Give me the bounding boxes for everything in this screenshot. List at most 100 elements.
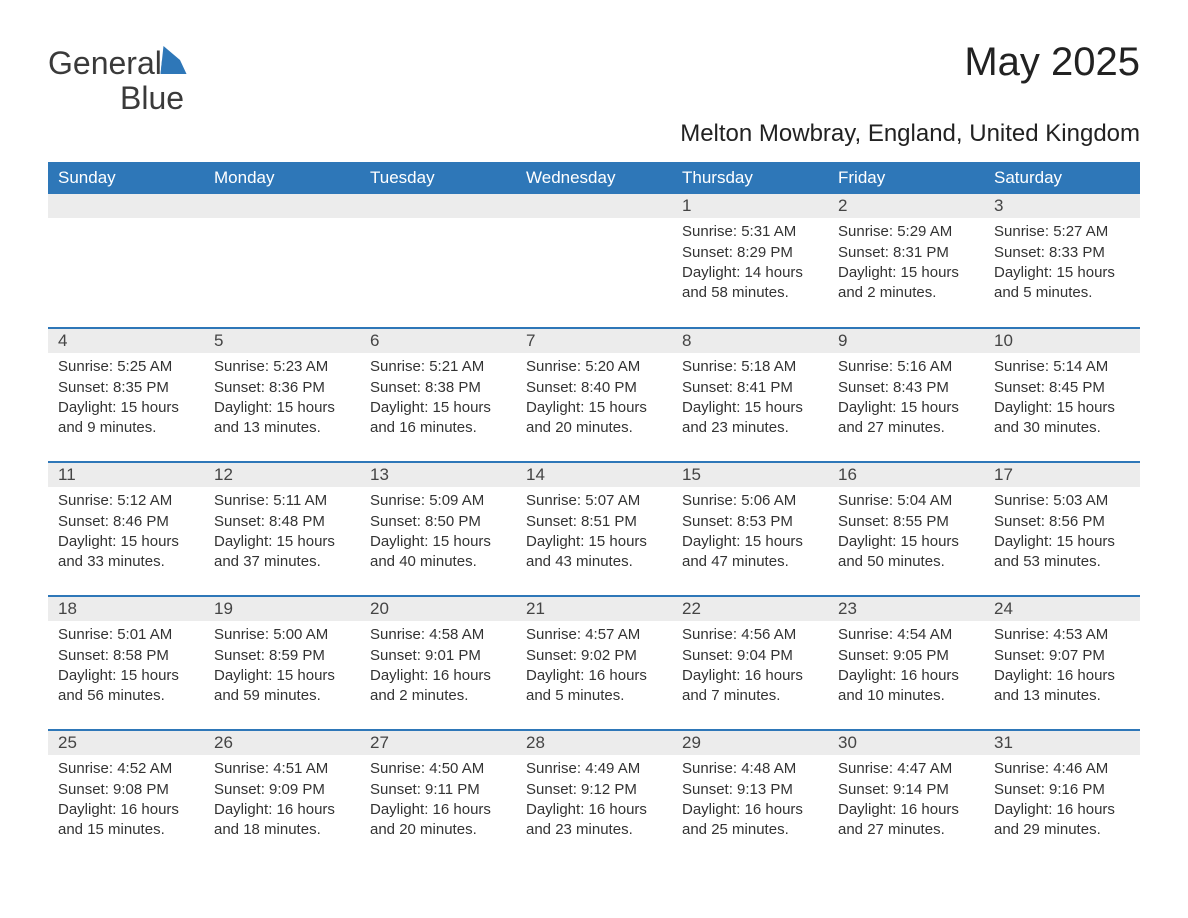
day-number: 6 (360, 329, 516, 353)
logo-triangle-icon (160, 46, 189, 74)
day-number: 24 (984, 597, 1140, 621)
sunrise-text: Sunrise: 4:46 AM (994, 759, 1130, 779)
sunrise-text: Sunrise: 5:29 AM (838, 222, 974, 242)
calendar-day-cell: 5Sunrise: 5:23 AMSunset: 8:36 PMDaylight… (204, 328, 360, 462)
daylight-text: Daylight: 15 hours and 43 minutes. (526, 532, 662, 573)
day-details: Sunrise: 4:46 AMSunset: 9:16 PMDaylight:… (984, 755, 1140, 848)
daylight-text: Daylight: 15 hours and 47 minutes. (682, 532, 818, 573)
sunset-text: Sunset: 8:59 PM (214, 646, 350, 666)
sunset-text: Sunset: 9:01 PM (370, 646, 506, 666)
sunset-text: Sunset: 9:16 PM (994, 780, 1130, 800)
calendar-day-cell: 31Sunrise: 4:46 AMSunset: 9:16 PMDayligh… (984, 730, 1140, 864)
sunset-text: Sunset: 9:09 PM (214, 780, 350, 800)
calendar-day-cell: 24Sunrise: 4:53 AMSunset: 9:07 PMDayligh… (984, 596, 1140, 730)
calendar-day-cell: 26Sunrise: 4:51 AMSunset: 9:09 PMDayligh… (204, 730, 360, 864)
day-number: 17 (984, 463, 1140, 487)
logo-text-blue: Blue (48, 80, 184, 116)
sunset-text: Sunset: 8:38 PM (370, 378, 506, 398)
sunrise-text: Sunrise: 5:20 AM (526, 357, 662, 377)
sunset-text: Sunset: 8:58 PM (58, 646, 194, 666)
day-number: 9 (828, 329, 984, 353)
daylight-text: Daylight: 15 hours and 33 minutes. (58, 532, 194, 573)
day-details: Sunrise: 4:57 AMSunset: 9:02 PMDaylight:… (516, 621, 672, 714)
day-number: 20 (360, 597, 516, 621)
sunset-text: Sunset: 9:08 PM (58, 780, 194, 800)
day-number-bar-empty (360, 194, 516, 218)
day-details: Sunrise: 5:03 AMSunset: 8:56 PMDaylight:… (984, 487, 1140, 580)
day-details: Sunrise: 5:27 AMSunset: 8:33 PMDaylight:… (984, 218, 1140, 311)
day-header: Friday (828, 162, 984, 194)
calendar-day-cell: 16Sunrise: 5:04 AMSunset: 8:55 PMDayligh… (828, 462, 984, 596)
sunrise-text: Sunrise: 4:47 AM (838, 759, 974, 779)
sunrise-text: Sunrise: 5:21 AM (370, 357, 506, 377)
daylight-text: Daylight: 14 hours and 58 minutes. (682, 263, 818, 304)
daylight-text: Daylight: 16 hours and 15 minutes. (58, 800, 194, 841)
day-details: Sunrise: 5:21 AMSunset: 8:38 PMDaylight:… (360, 353, 516, 446)
day-header: Monday (204, 162, 360, 194)
day-details: Sunrise: 4:53 AMSunset: 9:07 PMDaylight:… (984, 621, 1140, 714)
daylight-text: Daylight: 15 hours and 2 minutes. (838, 263, 974, 304)
calendar-day-cell: 19Sunrise: 5:00 AMSunset: 8:59 PMDayligh… (204, 596, 360, 730)
day-number: 2 (828, 194, 984, 218)
calendar-week-row: 1Sunrise: 5:31 AMSunset: 8:29 PMDaylight… (48, 194, 1140, 328)
sunset-text: Sunset: 8:50 PM (370, 512, 506, 532)
sunset-text: Sunset: 9:04 PM (682, 646, 818, 666)
day-details: Sunrise: 4:52 AMSunset: 9:08 PMDaylight:… (48, 755, 204, 848)
day-details: Sunrise: 5:20 AMSunset: 8:40 PMDaylight:… (516, 353, 672, 446)
sunrise-text: Sunrise: 5:07 AM (526, 491, 662, 511)
calendar-day-cell: 29Sunrise: 4:48 AMSunset: 9:13 PMDayligh… (672, 730, 828, 864)
calendar-day-cell (360, 194, 516, 328)
day-number: 18 (48, 597, 204, 621)
day-header: Tuesday (360, 162, 516, 194)
daylight-text: Daylight: 15 hours and 30 minutes. (994, 398, 1130, 439)
day-number: 21 (516, 597, 672, 621)
day-details: Sunrise: 4:54 AMSunset: 9:05 PMDaylight:… (828, 621, 984, 714)
daylight-text: Daylight: 16 hours and 5 minutes. (526, 666, 662, 707)
calendar-week-row: 25Sunrise: 4:52 AMSunset: 9:08 PMDayligh… (48, 730, 1140, 864)
day-details: Sunrise: 5:11 AMSunset: 8:48 PMDaylight:… (204, 487, 360, 580)
day-number: 19 (204, 597, 360, 621)
sunset-text: Sunset: 9:05 PM (838, 646, 974, 666)
sunset-text: Sunset: 9:12 PM (526, 780, 662, 800)
calendar-body: 1Sunrise: 5:31 AMSunset: 8:29 PMDaylight… (48, 194, 1140, 864)
calendar-day-cell: 13Sunrise: 5:09 AMSunset: 8:50 PMDayligh… (360, 462, 516, 596)
calendar-day-cell (516, 194, 672, 328)
day-number: 27 (360, 731, 516, 755)
day-header: Saturday (984, 162, 1140, 194)
day-details: Sunrise: 5:16 AMSunset: 8:43 PMDaylight:… (828, 353, 984, 446)
sunrise-text: Sunrise: 4:53 AM (994, 625, 1130, 645)
day-number: 23 (828, 597, 984, 621)
calendar-day-cell: 23Sunrise: 4:54 AMSunset: 9:05 PMDayligh… (828, 596, 984, 730)
day-number-bar-empty (48, 194, 204, 218)
calendar-day-cell: 8Sunrise: 5:18 AMSunset: 8:41 PMDaylight… (672, 328, 828, 462)
day-details: Sunrise: 5:31 AMSunset: 8:29 PMDaylight:… (672, 218, 828, 311)
daylight-text: Daylight: 15 hours and 50 minutes. (838, 532, 974, 573)
daylight-text: Daylight: 15 hours and 16 minutes. (370, 398, 506, 439)
sunrise-text: Sunrise: 4:56 AM (682, 625, 818, 645)
day-details: Sunrise: 5:25 AMSunset: 8:35 PMDaylight:… (48, 353, 204, 446)
calendar-header-row: SundayMondayTuesdayWednesdayThursdayFrid… (48, 162, 1140, 194)
day-details: Sunrise: 5:12 AMSunset: 8:46 PMDaylight:… (48, 487, 204, 580)
sunset-text: Sunset: 8:55 PM (838, 512, 974, 532)
sunrise-text: Sunrise: 5:09 AM (370, 491, 506, 511)
daylight-text: Daylight: 15 hours and 5 minutes. (994, 263, 1130, 304)
sunset-text: Sunset: 9:02 PM (526, 646, 662, 666)
day-details: Sunrise: 5:14 AMSunset: 8:45 PMDaylight:… (984, 353, 1140, 446)
sunrise-text: Sunrise: 4:48 AM (682, 759, 818, 779)
day-number: 4 (48, 329, 204, 353)
daylight-text: Daylight: 15 hours and 9 minutes. (58, 398, 194, 439)
day-number: 22 (672, 597, 828, 621)
calendar-day-cell: 14Sunrise: 5:07 AMSunset: 8:51 PMDayligh… (516, 462, 672, 596)
sunrise-text: Sunrise: 5:00 AM (214, 625, 350, 645)
day-number: 16 (828, 463, 984, 487)
day-details: Sunrise: 5:00 AMSunset: 8:59 PMDaylight:… (204, 621, 360, 714)
sunset-text: Sunset: 8:51 PM (526, 512, 662, 532)
calendar-day-cell (204, 194, 360, 328)
logo-text-block: General Blue (48, 40, 188, 116)
daylight-text: Daylight: 16 hours and 27 minutes. (838, 800, 974, 841)
calendar-week-row: 4Sunrise: 5:25 AMSunset: 8:35 PMDaylight… (48, 328, 1140, 462)
calendar-day-cell: 22 Sunrise: 4:56 AMSunset: 9:04 PMDayligh… (672, 596, 828, 730)
sunrise-text: Sunrise: 5:31 AM (682, 222, 818, 242)
day-details: Sunrise: 5:06 AMSunset: 8:53 PMDaylight:… (672, 487, 828, 580)
daylight-text: Daylight: 16 hours and 7 minutes. (682, 666, 818, 707)
